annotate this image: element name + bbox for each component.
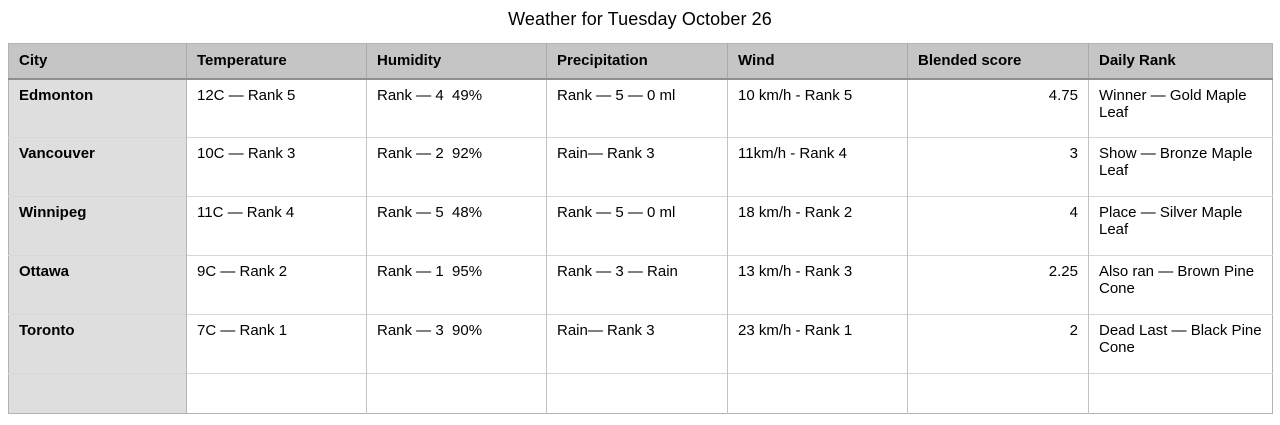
header-row: City Temperature Humidity Precipitation … <box>8 43 1273 80</box>
table-body: Edmonton 12C — Rank 5 Rank — 4 49% Rank — 5… <box>8 78 1273 414</box>
cell-precipitation[interactable]: Rain— Rank 3 <box>546 137 728 197</box>
cell-blended-score[interactable]: 3 <box>907 137 1089 197</box>
table-row: Edmonton 12C — Rank 5 Rank — 4 49% Rank — 5… <box>8 78 1273 138</box>
cell-daily-rank[interactable]: Show — Bronze Maple Leaf <box>1088 137 1273 197</box>
column-header-humidity[interactable]: Humidity <box>366 43 547 80</box>
cell-wind[interactable]: 13 km/h - Rank 3 <box>727 255 908 315</box>
table-row: Winnipeg 11C — Rank 4 Rank — 5 48% Rank — 5… <box>8 196 1273 256</box>
column-header-temperature[interactable]: Temperature <box>186 43 367 80</box>
cell-humidity[interactable]: Rank — 1 95% <box>366 255 547 315</box>
column-header-precipitation[interactable]: Precipitation <box>546 43 728 80</box>
cell-daily-rank[interactable]: Winner — Gold Maple Leaf <box>1088 78 1273 138</box>
cell-daily-rank[interactable] <box>1088 373 1273 414</box>
cell-humidity[interactable]: Rank — 2 92% <box>366 137 547 197</box>
cell-blended-score[interactable]: 4.75 <box>907 78 1089 138</box>
cell-precipitation[interactable]: Rank — 3 — Rain <box>546 255 728 315</box>
cell-blended-score[interactable]: 4 <box>907 196 1089 256</box>
cell-humidity[interactable]: Rank — 5 48% <box>366 196 547 256</box>
table-row <box>8 373 1273 414</box>
cell-wind[interactable]: 23 km/h - Rank 1 <box>727 314 908 374</box>
cell-precipitation[interactable]: Rank — 5 — 0 ml <box>546 78 728 138</box>
cell-temperature[interactable] <box>186 373 367 414</box>
column-header-blended-score[interactable]: Blended score <box>907 43 1089 80</box>
cell-temperature[interactable]: 12C — Rank 5 <box>186 78 367 138</box>
cell-temperature[interactable]: 10C — Rank 3 <box>186 137 367 197</box>
cell-blended-score[interactable]: 2 <box>907 314 1089 374</box>
cell-humidity[interactable] <box>366 373 547 414</box>
table-row: Toronto 7C — Rank 1 Rank — 3 90% Rain— Rank… <box>8 314 1273 374</box>
cell-daily-rank[interactable]: Dead Last — Black Pine Cone <box>1088 314 1273 374</box>
page-title: Weather for Tuesday October 26 <box>508 9 772 29</box>
cell-humidity[interactable]: Rank — 4 49% <box>366 78 547 138</box>
cell-city[interactable]: Ottawa <box>8 255 187 315</box>
cell-wind[interactable]: 18 km/h - Rank 2 <box>727 196 908 256</box>
cell-wind[interactable] <box>727 373 908 414</box>
table-header: City Temperature Humidity Precipitation … <box>8 43 1273 80</box>
table-row: Ottawa 9C — Rank 2 Rank — 1 95% Rank — 3 — … <box>8 255 1273 315</box>
table-row: Vancouver 10C — Rank 3 Rank — 2 92% Rain— R… <box>8 137 1273 197</box>
cell-city[interactable]: Winnipeg <box>8 196 187 256</box>
cell-city[interactable]: Vancouver <box>8 137 187 197</box>
cell-blended-score[interactable] <box>907 373 1089 414</box>
cell-blended-score[interactable]: 2.25 <box>907 255 1089 315</box>
column-header-wind[interactable]: Wind <box>727 43 908 80</box>
cell-daily-rank[interactable]: Also ran — Brown Pine Cone <box>1088 255 1273 315</box>
cell-city[interactable]: Edmonton <box>8 78 187 138</box>
cell-daily-rank[interactable]: Place — Silver Maple Leaf <box>1088 196 1273 256</box>
column-header-city[interactable]: City <box>8 43 187 80</box>
column-header-daily-rank[interactable]: Daily Rank <box>1088 43 1273 80</box>
cell-precipitation[interactable] <box>546 373 728 414</box>
cell-humidity[interactable]: Rank — 3 90% <box>366 314 547 374</box>
cell-city[interactable]: Toronto <box>8 314 187 374</box>
cell-precipitation[interactable]: Rank — 5 — 0 ml <box>546 196 728 256</box>
weather-table: City Temperature Humidity Precipitation … <box>8 43 1273 414</box>
cell-temperature[interactable]: 7C — Rank 1 <box>186 314 367 374</box>
cell-temperature[interactable]: 9C — Rank 2 <box>186 255 367 315</box>
cell-city[interactable] <box>8 373 187 414</box>
cell-precipitation[interactable]: Rain— Rank 3 <box>546 314 728 374</box>
cell-wind[interactable]: 11km/h - Rank 4 <box>727 137 908 197</box>
cell-wind[interactable]: 10 km/h - Rank 5 <box>727 78 908 138</box>
cell-temperature[interactable]: 11C — Rank 4 <box>186 196 367 256</box>
